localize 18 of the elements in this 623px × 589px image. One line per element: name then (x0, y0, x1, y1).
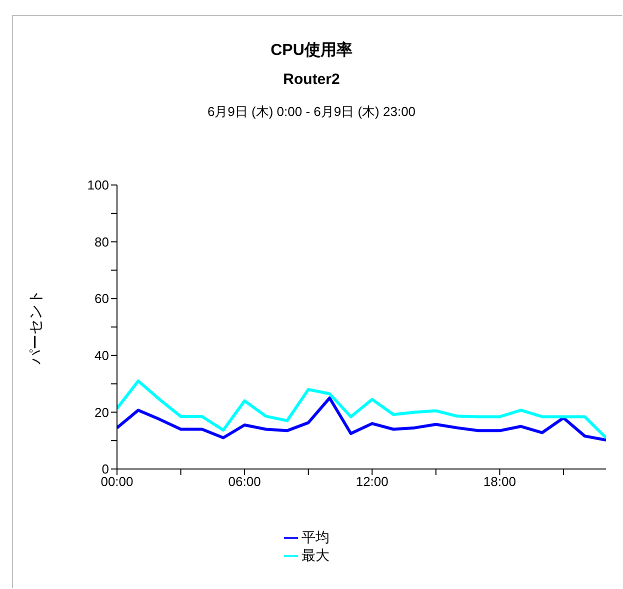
line-series (117, 379, 606, 440)
y-axis-title: パーセント (27, 290, 44, 366)
y-tick-label: 0 (102, 462, 109, 477)
text: 6月9日 (木) 0:00 - 6月9日 (木) 23:00 (206, 103, 417, 121)
chart-subtitle: Router2 (282, 71, 341, 88)
y-tick-label: 80 (94, 234, 109, 250)
legend-label: 最大 (302, 547, 330, 563)
y-tick-label: 20 (94, 404, 109, 420)
chart-title: CPU使用率 (270, 40, 354, 61)
x-tick-label: 18:00 (483, 474, 516, 490)
y-tick-label: 40 (94, 348, 109, 364)
legend-label: 平均 (302, 529, 330, 545)
x-tick-label: 06:00 (228, 474, 261, 490)
y-tick-label: 60 (94, 291, 109, 306)
y-tick-label: 100 (87, 178, 109, 193)
x-tick-label: 00:00 (100, 474, 134, 490)
line-series (117, 396, 606, 442)
x-tick-label: 12:00 (356, 474, 388, 490)
